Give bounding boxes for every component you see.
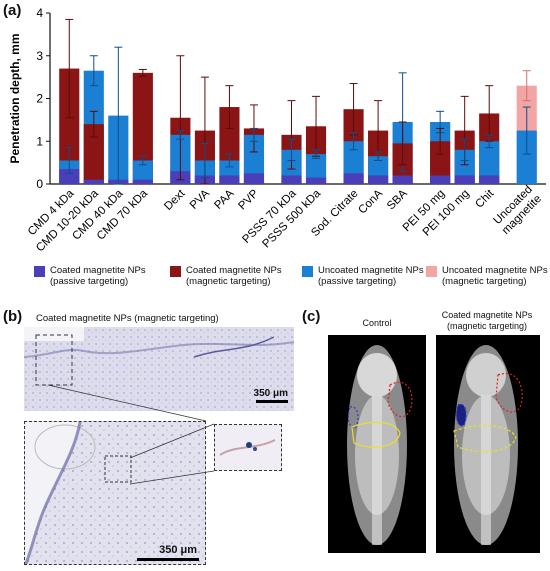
- bar: [243, 134, 265, 184]
- tissue-zoom-texture: [25, 422, 205, 564]
- legend-label: Uncoated magnetite NPs: [442, 265, 548, 276]
- legend-label: Uncoated magnetite NPs: [318, 265, 424, 276]
- y-axis-label: Penetration depth, mm: [8, 33, 22, 163]
- mri-treated-drawing: [453, 345, 523, 545]
- legend-item-uncoated-passive: Uncoated magnetite NPs (passive targeting…: [302, 265, 424, 287]
- y-tick-label: 4: [36, 6, 43, 20]
- micrograph-inset: [214, 424, 282, 471]
- y-tick-label: 3: [36, 49, 43, 63]
- scale-bar-bottom: [137, 558, 199, 561]
- connector-line-3: [129, 423, 215, 459]
- mri-treated-label-line1: Coated magnetite NPs: [441, 310, 533, 320]
- panel-b-label: (b): [3, 308, 23, 325]
- bar: [430, 175, 451, 184]
- bar: [243, 173, 265, 184]
- legend-sublabel: (magnetic targeting): [442, 276, 527, 287]
- scale-bar-top: [256, 400, 288, 403]
- micrograph-overview: 350 μm: [24, 327, 294, 411]
- mri-treated-label: Coated magnetite NPs (magnetic targeting…: [434, 310, 540, 332]
- bar: [368, 175, 389, 184]
- bar: [83, 124, 104, 184]
- connector-line-1: [47, 384, 207, 422]
- y-tick-label: 2: [36, 92, 43, 106]
- mri-control-drawing: [347, 345, 413, 545]
- legend-swatch: [426, 266, 437, 277]
- bar: [454, 175, 475, 184]
- legend-sublabel: (magnetic targeting): [186, 276, 271, 287]
- bar: [83, 179, 104, 184]
- bar: [132, 179, 153, 184]
- panel-b-title: Coated magnetite NPs (magnetic targeting…: [36, 313, 219, 324]
- bar: [516, 130, 537, 184]
- mri-treated-image: [436, 335, 540, 553]
- bar: [479, 175, 500, 184]
- micrograph-zoom: 350 μm: [24, 421, 206, 565]
- bar: [343, 173, 364, 184]
- bar: [479, 141, 500, 184]
- panel-a-label: (a): [3, 2, 22, 19]
- bar: [392, 175, 413, 184]
- legend-item-coated-passive: Coated magnetite NPs (passive targeting): [34, 265, 146, 287]
- legend-swatch: [34, 266, 45, 277]
- legend-label: Coated magnetite NPs: [186, 265, 282, 276]
- bar: [281, 175, 302, 184]
- bar: [305, 177, 327, 184]
- legend-sublabel: (passive targeting): [50, 276, 129, 287]
- y-tick-label: 0: [36, 177, 43, 191]
- bar: [132, 72, 153, 184]
- legend-item-coated-magnetic: Coated magnetite NPs (magnetic targeting): [170, 265, 282, 287]
- y-tick-label: 1: [36, 134, 43, 148]
- connector-line-4: [129, 470, 215, 485]
- bar: [132, 160, 153, 184]
- bar: [430, 141, 451, 184]
- legend-swatch: [302, 266, 313, 277]
- legend-label: Coated magnetite NPs: [50, 265, 146, 276]
- mri-treated-label-line2: (magnetic targeting): [446, 321, 528, 331]
- legend-swatch: [170, 266, 181, 277]
- legend-sublabel: (passive targeting): [318, 276, 397, 287]
- mri-control-image: [328, 335, 426, 553]
- tissue-texture: [24, 327, 294, 411]
- scale-label-bottom: 350 μm: [159, 544, 197, 556]
- bar: [59, 68, 80, 184]
- panel-c-label: (c): [302, 308, 321, 325]
- scale-label-top: 350 μm: [253, 388, 288, 399]
- bar: [219, 175, 240, 184]
- mri-control-label: Control: [362, 318, 392, 328]
- bar: [59, 169, 80, 184]
- inset-texture: [219, 439, 276, 456]
- bar: [305, 154, 327, 184]
- legend-item-uncoated-magnetic: Uncoated magnetite NPs (magnetic targetin…: [426, 265, 548, 287]
